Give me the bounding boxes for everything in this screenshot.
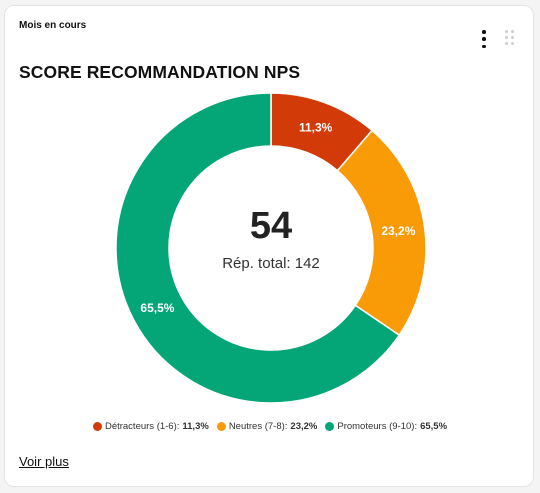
legend-item-1[interactable]: Neutres (7-8): 23,2% [216, 421, 318, 432]
drag-handle-icon[interactable] [505, 30, 515, 46]
legend-dot-icon [92, 422, 102, 431]
chart-legend: Détracteurs (1-6): 11,3% Neutres (7-8): 23,… [5, 421, 535, 432]
see-more-link[interactable]: Voir plus [19, 454, 69, 469]
nps-donut-chart: 11,3% 23,2% 65,5% 54 Rép. total: 142 [115, 92, 427, 404]
legend-value: 23,2% [290, 421, 318, 432]
legend-dot-icon [325, 422, 335, 431]
period-label: Mois en cours [19, 20, 87, 31]
legend-item-2[interactable]: Promoteurs (9-10): 65,5% [325, 421, 447, 432]
legend-value: 11,3% [182, 421, 209, 432]
nps-card: Mois en cours SCORE RECOMMANDATION NPS 1… [4, 5, 534, 487]
total-responses-label: Rép. total: 142 [222, 255, 320, 272]
donut-slice-2[interactable] [115, 92, 401, 404]
legend-name: Détracteurs (1-6): [104, 421, 180, 432]
slice-label-0: 11,3% [299, 121, 333, 135]
legend-item-0[interactable]: Détracteurs (1-6): 11,3% [92, 421, 209, 432]
slice-label-2: 65,5% [140, 301, 174, 315]
card-title: SCORE RECOMMANDATION NPS [19, 62, 301, 82]
nps-score-value: 54 [250, 205, 292, 247]
legend-value: 65,5% [420, 421, 448, 432]
slice-label-1: 23,2% [381, 224, 415, 238]
kebab-menu-icon[interactable] [479, 30, 489, 48]
legend-name: Promoteurs (9-10): [337, 421, 418, 432]
legend-name: Neutres (7-8): [228, 421, 288, 432]
legend-dot-icon [216, 422, 226, 431]
